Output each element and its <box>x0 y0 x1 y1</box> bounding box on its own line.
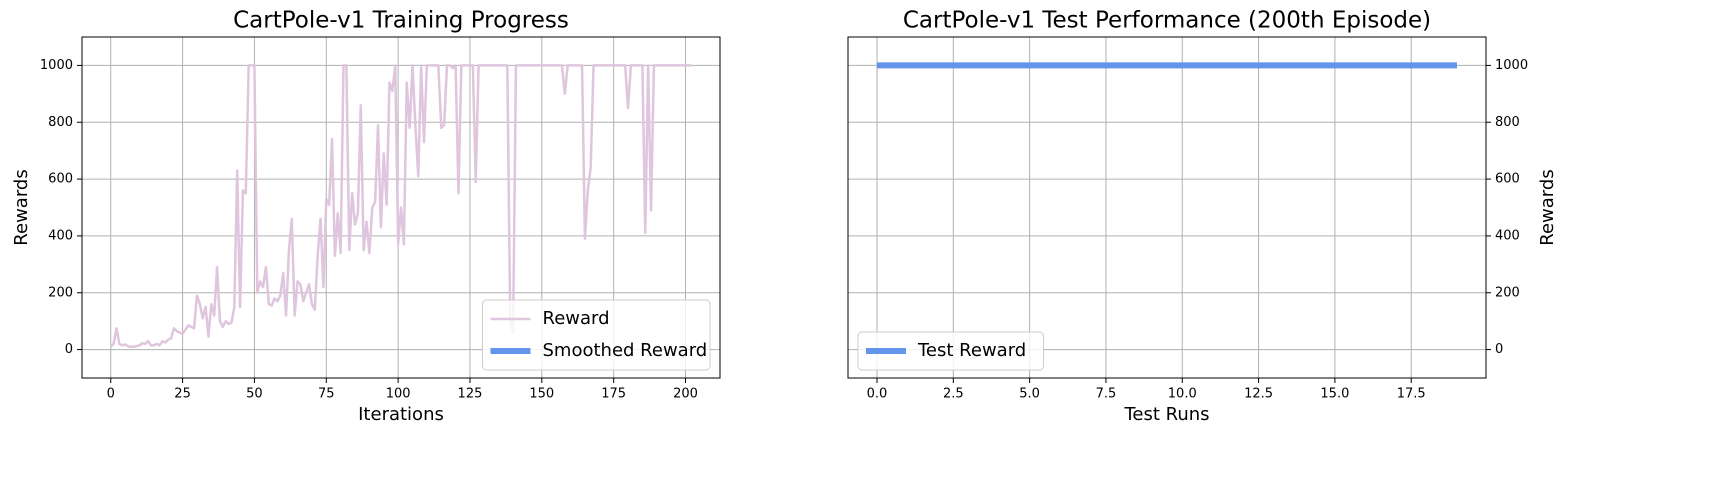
chart-title: CartPole-v1 Test Performance (200th Epis… <box>903 8 1431 34</box>
legend-label: Reward <box>543 308 610 329</box>
x-tick-label: 17.5 <box>1397 387 1426 402</box>
y-tick-label: 1000 <box>1495 58 1528 73</box>
legend: Test Reward <box>857 331 1044 371</box>
x-axis-label: Iterations <box>358 404 444 425</box>
y-axis-label: Rewards <box>1537 169 1558 245</box>
legend-box <box>482 299 711 371</box>
legend-box <box>857 331 1044 371</box>
y-tick-label: 800 <box>48 115 73 130</box>
x-tick-label: 5.0 <box>1019 387 1040 402</box>
x-tick-label: 12.5 <box>1244 387 1273 402</box>
legend: Reward Smoothed Reward <box>482 299 711 371</box>
x-axis-label: Test Runs <box>1123 404 1209 425</box>
y-tick-label: 800 <box>1495 115 1520 130</box>
legend-label: Smoothed Reward <box>543 340 708 361</box>
legend-label: Test Reward <box>917 340 1026 361</box>
x-tick-label: 175 <box>601 387 626 402</box>
y-tick-label: 600 <box>48 172 73 187</box>
x-tick-label: 150 <box>529 387 554 402</box>
y-tick-label: 600 <box>1495 172 1520 187</box>
y-tick-label: 1000 <box>40 58 73 73</box>
y-axis-label: Rewards <box>11 169 32 245</box>
x-tick-label: 75 <box>318 387 335 402</box>
y-tick-label: 200 <box>1495 285 1520 300</box>
y-tick-label: 0 <box>1495 342 1503 357</box>
y-tick-label: 400 <box>1495 228 1520 243</box>
x-tick-label: 25 <box>174 387 191 402</box>
x-tick-label: 50 <box>246 387 263 402</box>
y-tick-label: 200 <box>48 285 73 300</box>
line-series <box>109 64 692 348</box>
plot-area <box>109 64 692 348</box>
axes-frame <box>81 36 721 379</box>
x-tick-label: 15.0 <box>1320 387 1349 402</box>
x-tick-label: 0.0 <box>867 387 888 402</box>
chart-title: CartPole-v1 Training Progress <box>233 8 569 34</box>
x-tick-label: 125 <box>458 387 483 402</box>
x-tick-label: 100 <box>386 387 411 402</box>
axes-frame <box>847 36 1487 379</box>
y-tick-label: 0 <box>65 342 73 357</box>
x-tick-label: 0 <box>107 387 115 402</box>
x-tick-label: 7.5 <box>1096 387 1117 402</box>
x-tick-label: 2.5 <box>943 387 964 402</box>
y-tick-label: 400 <box>48 228 73 243</box>
x-tick-label: 10.0 <box>1168 387 1197 402</box>
x-tick-label: 200 <box>673 387 698 402</box>
